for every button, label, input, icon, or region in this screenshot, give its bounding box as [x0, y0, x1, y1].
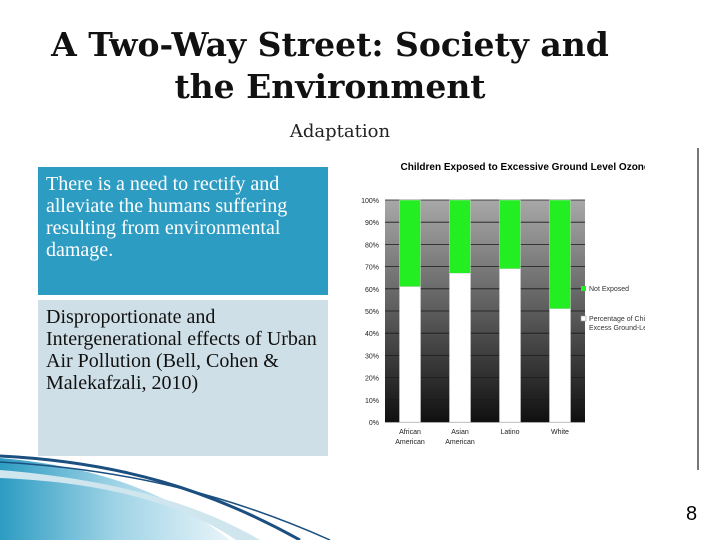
ozone-chart: Children Exposed to Excessive Ground Lev… [361, 162, 645, 446]
divider-line [697, 148, 699, 470]
legend-swatch-exposed [580, 315, 587, 322]
x-tick-label: Latino [500, 429, 519, 436]
bar [399, 286, 421, 423]
title-line-1: A Two-Way Street: Society and [51, 25, 609, 64]
text-box-need: There is a need to rectify and alleviate… [38, 167, 328, 295]
bar [399, 199, 421, 287]
bar [499, 268, 521, 423]
y-tick-label: 10% [365, 398, 379, 405]
bar [449, 199, 471, 274]
x-tick-label: Asian [451, 429, 469, 436]
y-tick-label: 40% [365, 331, 379, 338]
y-tick-label: 50% [365, 309, 379, 316]
text-box-effects: Disproportionate and Intergenerational e… [38, 300, 328, 456]
slide-subtitle: Adaptation [289, 121, 391, 142]
x-tick-label: White [551, 429, 569, 436]
chart-title: Children Exposed to Excessive Ground Lev… [401, 162, 645, 173]
y-tick-label: 0% [369, 420, 379, 427]
x-tick-label: African [399, 429, 421, 436]
bar [549, 199, 571, 310]
y-tick-label: 80% [365, 242, 379, 249]
x-tick-label: American [395, 439, 425, 446]
page-number: 8 [686, 503, 698, 525]
y-tick-label: 20% [365, 376, 379, 383]
title-line-2: the Environment [174, 67, 486, 106]
slide-title: A Two-Way Street: Society and the Enviro… [40, 24, 620, 108]
bar [549, 308, 571, 423]
legend-swatch-not-exposed [581, 286, 586, 291]
footer-swoosh [0, 454, 331, 540]
y-tick-label: 70% [365, 265, 379, 272]
y-tick-label: 60% [365, 287, 379, 294]
y-tick-label: 100% [361, 198, 379, 205]
legend-label-exposed: Percentage of Children Exposed toExcess … [589, 316, 645, 332]
legend-label-not-exposed: Not Exposed [589, 286, 629, 293]
bar [499, 199, 521, 270]
x-tick-label: American [445, 439, 475, 446]
bar [449, 273, 471, 423]
y-tick-label: 30% [365, 353, 379, 360]
y-tick-label: 90% [365, 220, 379, 227]
